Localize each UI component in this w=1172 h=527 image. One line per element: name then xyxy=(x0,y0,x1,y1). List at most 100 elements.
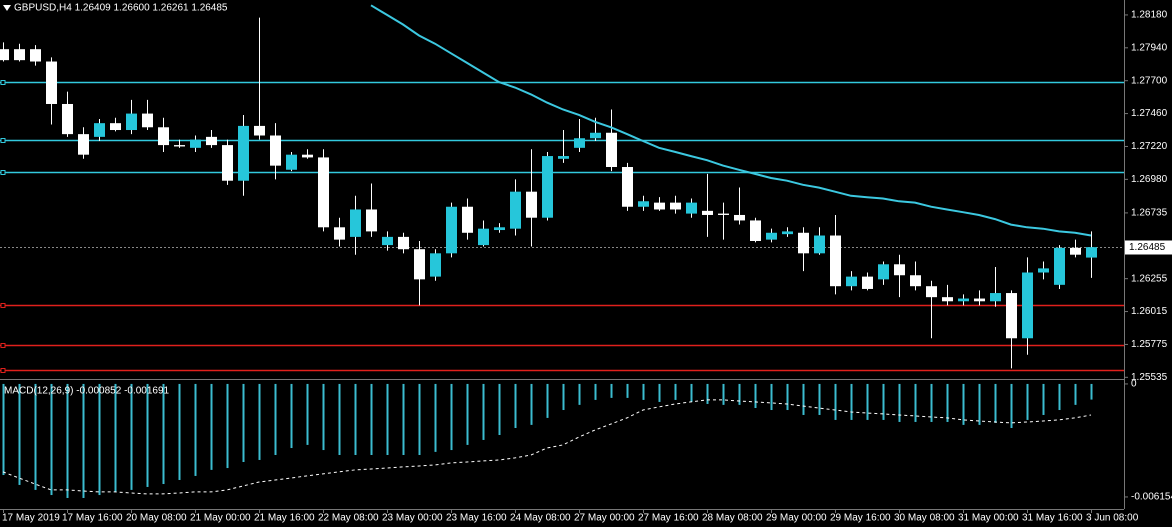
x-tick-label: 3 Jun 08:00 xyxy=(1086,513,1139,524)
candle-body xyxy=(798,232,809,254)
x-tick-label: 31 May 00:00 xyxy=(958,513,1019,524)
x-tick-label: 17 May 2019 xyxy=(2,513,60,524)
candle-body xyxy=(398,236,409,250)
candle-body xyxy=(446,206,457,254)
x-tick-label: 31 May 16:00 xyxy=(1022,513,1083,524)
candle-body xyxy=(126,113,137,131)
level-handle xyxy=(0,368,6,373)
candle-body xyxy=(590,132,601,139)
candle-body xyxy=(526,191,537,218)
x-tick-label: 23 May 00:00 xyxy=(382,513,443,524)
x-tick-label: 29 May 16:00 xyxy=(830,513,891,524)
candle-body xyxy=(734,214,745,221)
candle-body xyxy=(270,135,281,166)
level-handle xyxy=(0,138,6,143)
candle-body xyxy=(990,293,1001,302)
y-tick-label: 1.27940 xyxy=(1131,42,1168,53)
candle-body xyxy=(142,113,153,128)
candle-body xyxy=(174,145,185,147)
candle-body xyxy=(878,264,889,280)
x-tick-label: 21 May 00:00 xyxy=(190,513,251,524)
x-tick-label: 27 May 00:00 xyxy=(574,513,635,524)
candle-body xyxy=(830,235,841,287)
candle-body xyxy=(638,201,649,207)
candle-body xyxy=(62,103,73,135)
x-tick-label: 22 May 08:00 xyxy=(318,513,379,524)
last-price-label: 1.26485 xyxy=(1129,242,1166,253)
level-handle xyxy=(0,303,6,308)
candle-body xyxy=(894,264,905,276)
candle-body xyxy=(558,156,569,159)
candle-body xyxy=(622,167,633,207)
y-tick-label: 1.27460 xyxy=(1131,108,1168,119)
y-tick-label: 1.27220 xyxy=(1131,141,1168,152)
x-tick-label: 20 May 08:00 xyxy=(126,513,187,524)
candle-body xyxy=(46,61,57,104)
macd-title: MACD(12,26,9) -0.000852 -0.001691 xyxy=(4,386,170,397)
candle-body xyxy=(430,253,441,277)
macd-panel xyxy=(2,383,1093,498)
candle-body xyxy=(302,154,313,158)
candle-body xyxy=(1070,247,1081,255)
candle-body xyxy=(510,191,521,229)
candle-body xyxy=(542,156,553,218)
candle-body xyxy=(0,49,9,61)
level-handle xyxy=(0,80,6,85)
level-handle xyxy=(0,170,6,175)
axes: 1.28180 1.27940 1.27700 1.27460 1.27220 1.269… xyxy=(2,10,1172,524)
x-tick-label: 17 May 16:00 xyxy=(62,513,123,524)
candle-body xyxy=(110,123,121,131)
y-tick-label: 1.27700 xyxy=(1131,75,1168,86)
y-tick-label: 1.26980 xyxy=(1131,174,1168,185)
candle-body xyxy=(238,125,249,181)
candle-body xyxy=(1054,247,1065,285)
candle-body xyxy=(1038,268,1049,273)
candle-body xyxy=(654,202,665,210)
candle-body xyxy=(78,134,89,155)
x-tick-label: 29 May 00:00 xyxy=(766,513,827,524)
candle-body xyxy=(910,275,921,287)
candle-body xyxy=(414,249,425,280)
candle-body xyxy=(846,276,857,287)
candle-body xyxy=(702,210,713,215)
y-tick-label: 0 xyxy=(1131,379,1137,390)
x-tick-label: 27 May 16:00 xyxy=(638,513,699,524)
candle-body xyxy=(606,132,617,168)
candle-body xyxy=(190,139,201,148)
y-tick-label: 1.25535 xyxy=(1131,372,1168,383)
chart-title: GBPUSD,H4 1.26409 1.26600 1.26261 1.2648… xyxy=(14,3,228,14)
candle-body xyxy=(926,286,937,298)
candle-body xyxy=(750,220,761,241)
x-tick-label: 28 May 08:00 xyxy=(702,513,763,524)
candle-body xyxy=(286,154,297,170)
y-tick-label: -0.006154 xyxy=(1131,492,1172,503)
symbol-menu-icon[interactable] xyxy=(3,5,11,11)
candle-body xyxy=(766,232,777,240)
candle-body xyxy=(158,127,169,146)
x-tick-label: 24 May 08:00 xyxy=(510,513,571,524)
y-tick-label: 1.26735 xyxy=(1131,208,1168,219)
candle-body xyxy=(222,145,233,181)
y-tick-label: 1.28180 xyxy=(1131,10,1168,21)
candle-body xyxy=(1086,247,1097,258)
candle-body xyxy=(478,228,489,246)
candle-body xyxy=(942,297,953,302)
candle-body xyxy=(462,206,473,233)
moving-average-line xyxy=(370,4,1092,237)
candle-body xyxy=(14,49,25,61)
y-tick-label: 1.25775 xyxy=(1131,339,1168,350)
y-tick-label: 1.26255 xyxy=(1131,273,1168,284)
last-price-box xyxy=(1125,240,1172,255)
y-tick-label: 1.26015 xyxy=(1131,306,1168,317)
candle-body xyxy=(30,49,41,62)
candle-body xyxy=(334,227,345,240)
candle-body xyxy=(382,236,393,246)
candle-body xyxy=(958,298,969,302)
level-handle xyxy=(0,343,6,348)
candle-body xyxy=(782,231,793,235)
main-panel xyxy=(0,4,1124,373)
candle-body xyxy=(686,202,697,214)
candle-body xyxy=(574,138,585,148)
